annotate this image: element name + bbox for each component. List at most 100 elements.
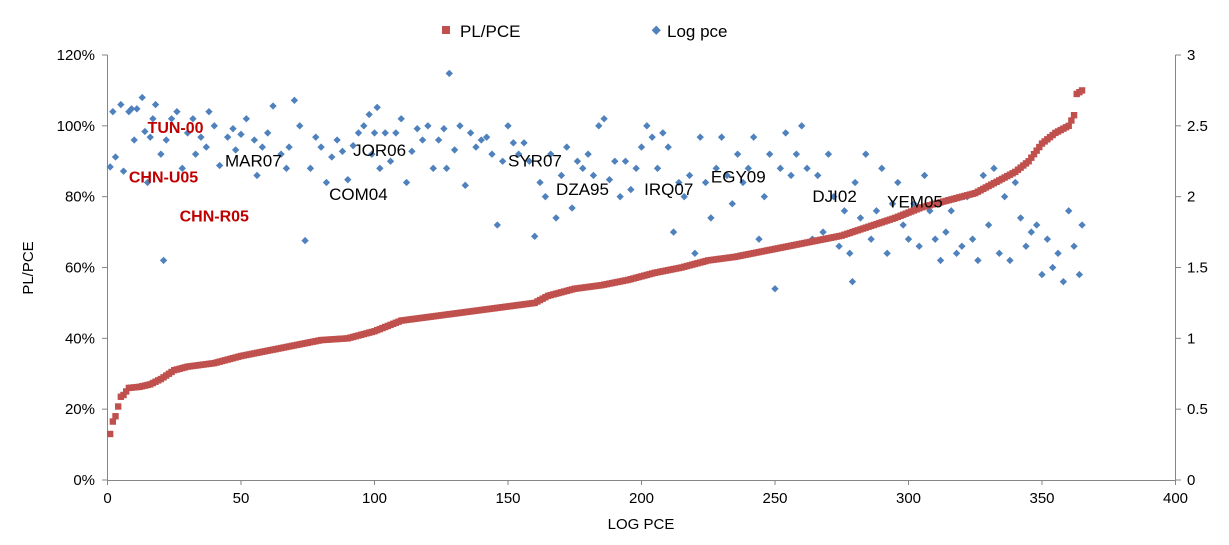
log-pce-point — [1038, 270, 1046, 279]
log-pce-point — [504, 122, 512, 130]
log-pce-point — [557, 171, 566, 180]
log-pce-point — [445, 69, 453, 78]
log-pce-point — [525, 157, 534, 165]
log-pce-point — [531, 232, 539, 241]
log-pce-point — [974, 256, 982, 265]
pl-pce-point — [542, 294, 549, 301]
log-pce-point — [223, 133, 232, 141]
log-pce-point — [250, 136, 259, 144]
log-pce-point — [106, 163, 114, 171]
log-pce-point — [782, 129, 790, 137]
pl-pce-point — [835, 232, 843, 240]
log-pce-point — [733, 150, 742, 158]
log-pce-point — [848, 277, 857, 286]
log-pce-point — [149, 115, 157, 123]
log-pce-point — [728, 200, 736, 208]
log-pce-point — [771, 285, 779, 293]
pl-pce-point — [568, 286, 576, 293]
pl-pce-point — [109, 418, 117, 425]
pl-pce-point — [235, 353, 242, 360]
x-tick-label: 200 — [629, 490, 654, 507]
log-pce-point — [920, 171, 929, 180]
pl-pce-point — [702, 257, 709, 265]
pl-pce-point — [181, 364, 189, 371]
pl-pce-point — [368, 328, 376, 336]
log-pce-point — [408, 147, 416, 156]
log-pce-point — [138, 93, 146, 102]
log-pce-point — [290, 96, 299, 105]
log-pce-point — [402, 178, 411, 187]
log-pce-point — [685, 171, 694, 180]
x-tick-label: 150 — [495, 490, 520, 507]
x-axis-title: LOG PCE — [608, 516, 675, 533]
log-pce-point — [157, 150, 165, 158]
log-pce-point — [119, 167, 128, 175]
log-pce-point — [883, 249, 891, 258]
log-pce-point — [397, 115, 405, 123]
log-pce-point — [338, 147, 347, 156]
log-pce-point — [947, 207, 955, 215]
log-pce-point — [648, 133, 656, 141]
log-pce-point — [1075, 270, 1084, 279]
annotation-label: MAR07 — [225, 152, 282, 171]
pl-pce-point — [1068, 117, 1075, 124]
log-pce-point — [840, 207, 849, 215]
log-pce-point — [942, 228, 950, 236]
y2-tick-label: 0 — [1187, 472, 1195, 489]
log-pce-point — [627, 185, 635, 194]
y-tick-label: 100% — [57, 118, 95, 135]
pl-pce-point — [144, 381, 151, 389]
log-pce-point — [632, 164, 640, 173]
log-pce-point — [547, 150, 555, 158]
log-pce-point — [552, 214, 560, 222]
log-pce-point — [1011, 178, 1019, 187]
log-pce-point — [712, 164, 720, 173]
log-pce-point — [424, 122, 432, 130]
pl-pce-point — [648, 270, 656, 277]
log-pce-point — [830, 192, 838, 201]
log-pce-point — [472, 143, 480, 151]
annotation-label: DJI02 — [812, 187, 856, 206]
log-pce-point — [520, 139, 528, 147]
log-pce-point — [899, 221, 907, 229]
log-pce-point — [354, 129, 363, 137]
log-pce-point — [493, 221, 501, 229]
log-pce-point — [717, 133, 726, 141]
log-pce-point — [936, 256, 945, 265]
log-pce-point — [413, 124, 421, 133]
y-axis-title: PL/PCE — [20, 241, 37, 294]
y2-tick-label: 1 — [1187, 330, 1195, 347]
log-pce-point — [215, 161, 224, 170]
log-pce-point — [146, 133, 154, 141]
log-pce-point — [749, 133, 758, 141]
log-pce-point — [600, 115, 608, 123]
y2-tick-label: 3 — [1187, 47, 1195, 64]
log-pce-point — [418, 136, 427, 144]
log-pce-point — [995, 249, 1003, 258]
x-tick-label: 300 — [896, 490, 921, 507]
log-pce-point — [589, 171, 598, 180]
pl-pce-point — [915, 205, 923, 212]
log-pce-point — [296, 122, 304, 130]
log-pce-point — [202, 143, 210, 151]
annotation-label: JOR06 — [353, 141, 406, 160]
pl-pce-point — [1009, 170, 1016, 177]
log-pce-point — [178, 164, 186, 173]
log-pce-point — [482, 133, 491, 141]
pl-pce-point — [1062, 124, 1070, 131]
log-pce-point — [856, 214, 865, 222]
pl-pce-point — [341, 335, 349, 342]
log-pce-point — [231, 146, 240, 154]
log-pce-point — [130, 136, 138, 144]
log-pce-point — [442, 164, 451, 173]
log-pce-point — [696, 133, 704, 141]
y-tick-label: 0% — [73, 472, 95, 489]
log-pce-point — [824, 150, 833, 158]
pl-pce-point — [862, 224, 869, 231]
y2-tick-label: 1.5 — [1187, 260, 1208, 277]
y2-tick-label: 2 — [1187, 189, 1195, 206]
log-pce-point — [723, 171, 731, 180]
log-pce-point — [888, 200, 897, 208]
log-pce-point — [958, 242, 966, 250]
pl-pce-point — [1070, 112, 1078, 119]
